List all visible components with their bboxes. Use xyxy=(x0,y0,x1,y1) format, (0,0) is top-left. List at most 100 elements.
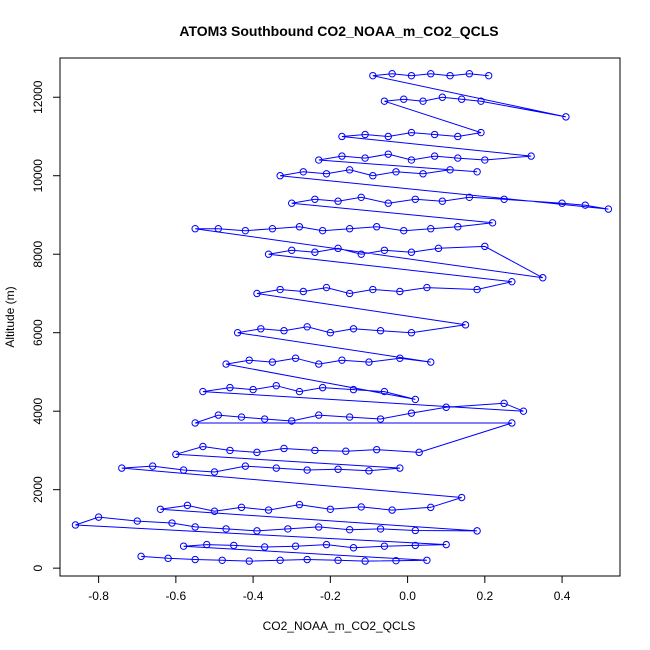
y-tick-label: 8000 xyxy=(31,241,45,268)
data-point xyxy=(288,417,296,425)
data-point xyxy=(357,250,365,258)
data-point xyxy=(357,193,365,202)
data-point xyxy=(272,464,280,472)
data-point xyxy=(508,419,516,427)
data-point xyxy=(284,525,292,533)
data-point xyxy=(488,219,497,227)
data-point xyxy=(345,525,354,534)
data-point xyxy=(237,503,246,512)
data-point xyxy=(392,168,400,176)
data-point xyxy=(222,360,230,368)
data-point xyxy=(311,248,319,256)
data-point xyxy=(280,444,288,453)
x-tick-label: -0.4 xyxy=(243,589,264,603)
data-point xyxy=(357,503,365,511)
x-axis-label: CO2_NOAA_m_CO2_QCLS xyxy=(263,619,416,633)
data-point xyxy=(384,199,392,207)
data-point xyxy=(345,289,354,298)
data-point xyxy=(268,225,277,233)
data-point xyxy=(249,385,257,394)
data-point xyxy=(407,156,416,164)
data-point xyxy=(264,250,273,258)
data-point xyxy=(361,557,369,565)
data-point xyxy=(477,128,485,137)
data-point xyxy=(400,226,408,235)
data-point xyxy=(500,195,508,203)
data-point xyxy=(299,287,308,296)
data-point xyxy=(604,205,613,213)
data-point xyxy=(388,69,396,78)
series-line xyxy=(75,73,609,562)
data-point xyxy=(179,542,188,550)
data-point xyxy=(245,557,253,565)
data-point xyxy=(172,450,180,459)
data-point xyxy=(345,166,354,174)
data-point xyxy=(380,542,389,550)
data-point xyxy=(430,130,439,139)
data-point xyxy=(407,128,416,137)
data-point xyxy=(473,527,481,535)
data-point xyxy=(322,540,331,549)
data-point xyxy=(137,552,145,561)
data-point xyxy=(380,246,389,254)
data-point xyxy=(361,154,369,162)
data-point xyxy=(423,556,431,565)
data-point xyxy=(291,542,300,550)
data-point xyxy=(384,150,392,158)
data-point xyxy=(245,356,253,364)
y-tick-label: 6000 xyxy=(31,319,45,346)
data-point xyxy=(291,354,300,362)
data-point xyxy=(276,285,284,294)
data-point xyxy=(260,543,269,551)
data-point xyxy=(191,555,199,564)
data-point xyxy=(214,411,223,419)
data-point xyxy=(148,462,157,470)
data-point xyxy=(264,506,273,514)
data-point xyxy=(369,285,377,294)
data-point xyxy=(326,328,335,337)
data-point xyxy=(407,328,416,337)
data-point xyxy=(315,523,323,531)
y-tick-label: 2000 xyxy=(31,476,45,503)
data-point xyxy=(253,289,261,298)
data-point xyxy=(380,97,389,105)
data-point xyxy=(288,246,296,254)
data-point xyxy=(376,525,385,533)
data-point xyxy=(372,445,381,454)
data-point xyxy=(214,225,223,233)
y-tick-label: 10000 xyxy=(31,159,45,193)
data-point xyxy=(446,166,454,174)
data-point xyxy=(411,395,420,404)
data-point xyxy=(345,225,354,233)
data-point xyxy=(361,130,369,139)
data-point xyxy=(581,201,589,209)
data-point xyxy=(318,383,327,392)
data-point xyxy=(226,383,234,392)
data-point xyxy=(315,360,323,368)
data-point xyxy=(384,132,392,141)
data-point xyxy=(411,195,420,203)
data-point xyxy=(260,415,269,423)
data-point xyxy=(191,225,199,233)
data-point xyxy=(322,283,331,292)
data-point xyxy=(253,527,261,535)
data-point xyxy=(334,556,342,565)
data-point xyxy=(203,540,211,549)
data-point xyxy=(396,287,404,296)
data-point xyxy=(241,226,250,235)
data-point xyxy=(419,170,427,178)
data-point xyxy=(326,505,335,513)
data-point xyxy=(191,419,199,427)
data-point xyxy=(226,446,234,455)
data-point xyxy=(457,493,466,502)
data-point xyxy=(303,555,311,564)
data-point xyxy=(168,519,176,527)
data-point xyxy=(342,447,350,455)
data-point xyxy=(156,505,165,513)
data-point xyxy=(396,464,404,472)
data-point xyxy=(210,507,219,515)
data-point xyxy=(222,525,230,533)
data-point xyxy=(334,465,342,473)
data-point xyxy=(318,226,327,235)
